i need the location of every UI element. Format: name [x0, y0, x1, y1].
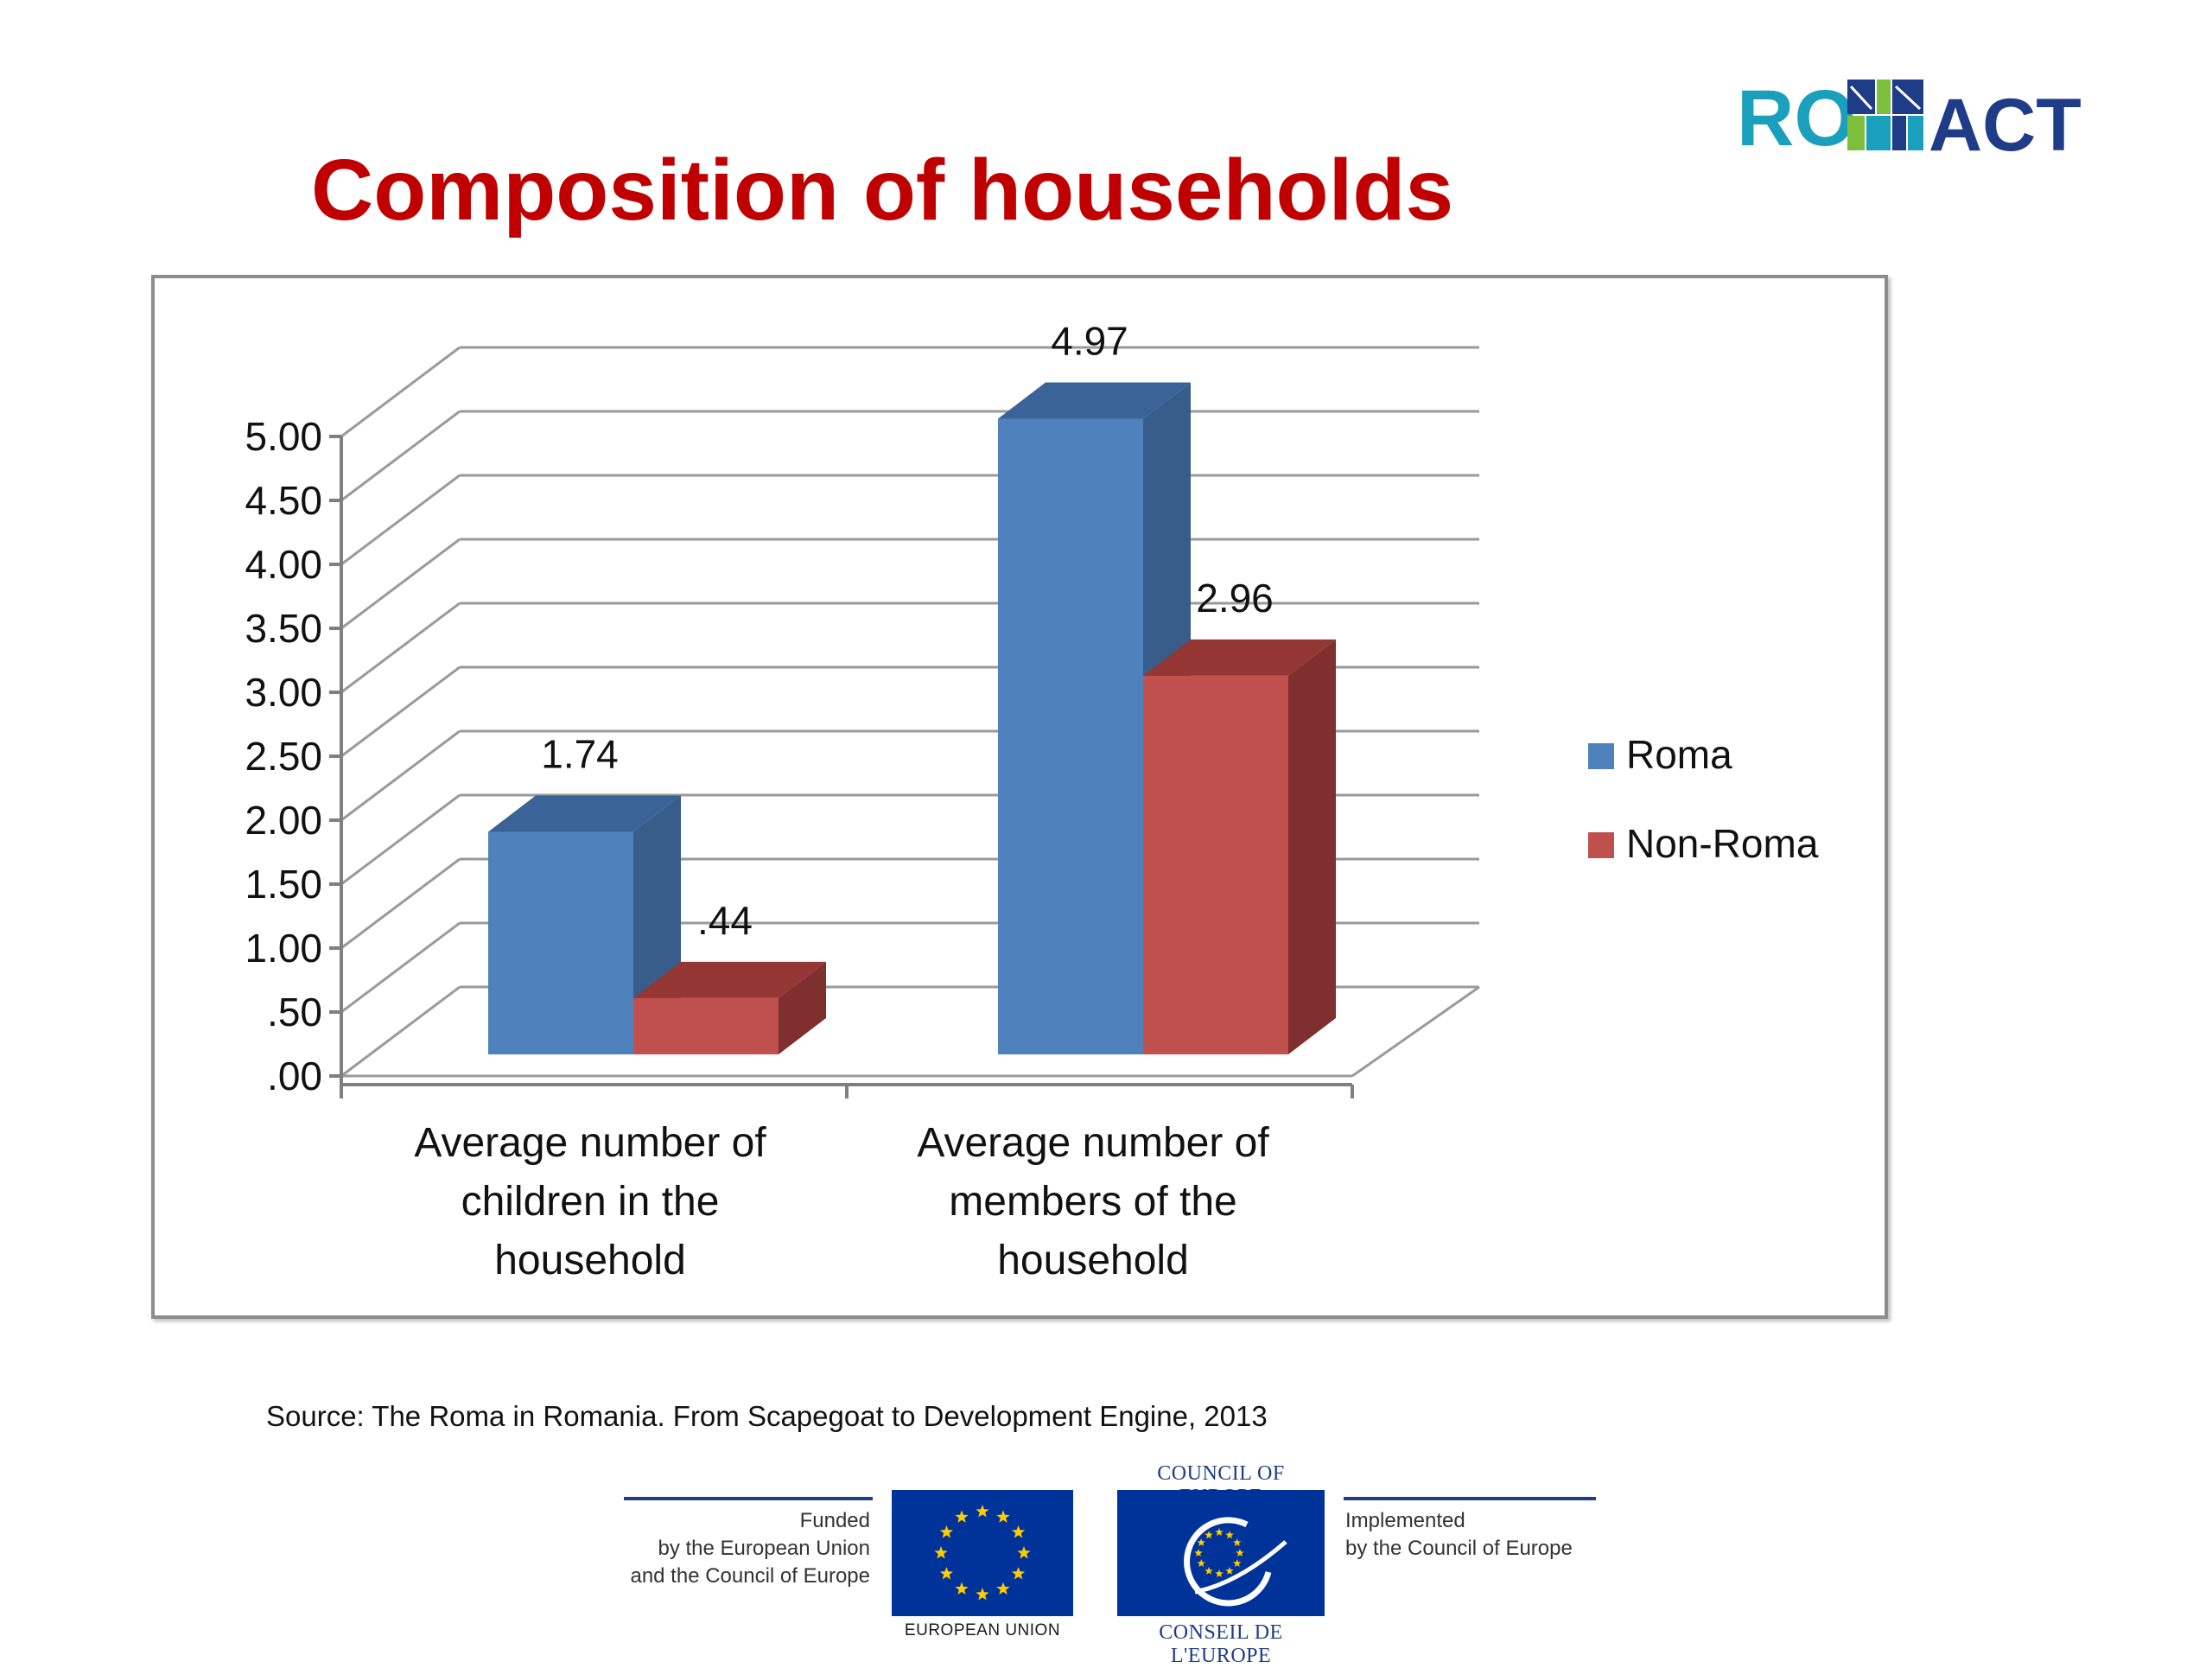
- side-gridline: [340, 793, 461, 886]
- footer-rule-left: [624, 1497, 873, 1500]
- y-tick-label: 2.50: [245, 734, 322, 779]
- data-label: 1.74: [541, 731, 619, 776]
- side-gridline: [340, 346, 461, 438]
- bar-top: [633, 961, 826, 998]
- romact-logo: RO ACT: [1737, 69, 2126, 167]
- eu-flag: [892, 1490, 1073, 1616]
- bar-roma: [998, 418, 1143, 1054]
- side-gridline: [340, 602, 461, 694]
- implemented-line-1: Implemented: [1345, 1509, 1465, 1532]
- bar-top: [488, 795, 681, 832]
- eu-stars-icon: [934, 1505, 1031, 1601]
- y-tick-label: 5.00: [245, 414, 322, 459]
- side-gridline: [340, 410, 461, 502]
- side-gridline: [340, 729, 461, 822]
- side-gridline: [340, 474, 461, 566]
- coe-flag: [1117, 1490, 1325, 1616]
- logo-text-ro: RO: [1737, 74, 1856, 162]
- data-label: 4.97: [1051, 318, 1128, 363]
- data-label: 2.96: [1196, 576, 1274, 621]
- side-gridline: [340, 665, 461, 758]
- bar-side: [1288, 639, 1336, 1054]
- logo-mosaic-mark: [1847, 80, 1923, 150]
- funded-line-1: Funded: [799, 1509, 870, 1532]
- legend-swatch: [1588, 743, 1614, 769]
- bar-top: [998, 382, 1191, 419]
- category-label: members of the: [949, 1179, 1236, 1225]
- coe-emblem-icon: [1184, 1517, 1287, 1607]
- y-tick-label: 1.50: [245, 862, 322, 907]
- side-gridline: [340, 538, 461, 630]
- side-gridline: [340, 857, 461, 950]
- y-tick-label: .50: [267, 990, 322, 1035]
- y-tick-label: 3.50: [245, 606, 322, 651]
- category-label: household: [997, 1238, 1189, 1283]
- category-label: household: [494, 1238, 686, 1283]
- legend-swatch: [1588, 832, 1614, 858]
- coe-label-bottom: CONSEIL DE L'EUROPE: [1159, 1621, 1283, 1667]
- floor-right-edge: [1351, 985, 1480, 1078]
- source-note: Source: The Roma in Romania. From Scapeg…: [266, 1400, 1268, 1432]
- legend-label: Roma: [1626, 732, 1732, 777]
- footer-rule-right: [1344, 1497, 1596, 1500]
- y-tick-label: 1.00: [245, 926, 322, 971]
- page-title: Composition of households: [311, 142, 1454, 239]
- y-tick-label: 4.00: [245, 542, 322, 587]
- category-label: Average number of: [414, 1120, 766, 1166]
- y-tick-label: 4.50: [245, 478, 322, 523]
- y-tick-label: 3.00: [245, 670, 322, 715]
- implemented-line-2: by the Council of Europe: [1345, 1537, 1573, 1560]
- category-label: children in the: [461, 1179, 720, 1225]
- bar-non-roma: [633, 997, 779, 1054]
- side-gridline: [340, 985, 461, 1078]
- bar-top: [1143, 639, 1336, 676]
- bar-non-roma: [1143, 675, 1288, 1054]
- legend-label: Non-Roma: [1626, 821, 1819, 866]
- funded-line-3: and the Council of Europe: [630, 1564, 870, 1588]
- y-tick-label: 2.00: [245, 798, 322, 843]
- eu-label: EUROPEAN UNION: [904, 1621, 1061, 1639]
- data-label: .44: [697, 898, 753, 943]
- side-gridline: [340, 921, 461, 1014]
- y-tick-label: .00: [267, 1054, 322, 1098]
- bar-roma: [488, 831, 633, 1054]
- category-label: Average number of: [917, 1120, 1269, 1166]
- funded-line-2: by the European Union: [658, 1537, 870, 1560]
- logo-text-act: ACT: [1929, 84, 2082, 164]
- bar-side: [779, 961, 826, 1054]
